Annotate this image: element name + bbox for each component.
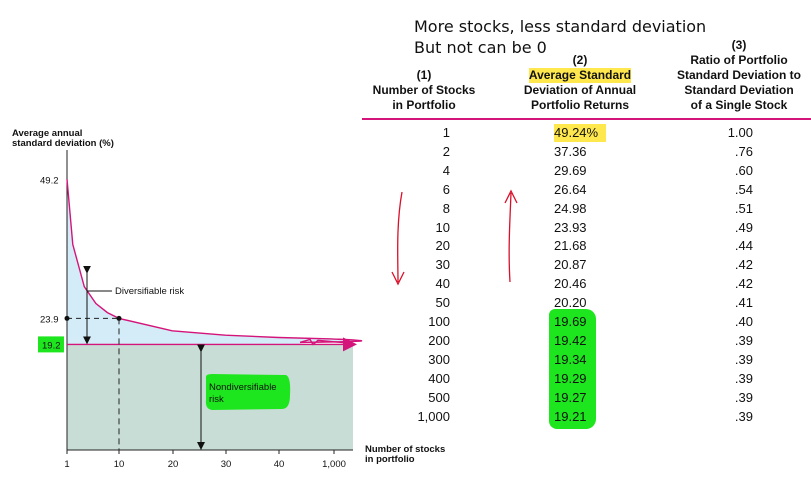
up-arrow-annotation: [508, 192, 512, 283]
annotation-line-1: More stocks, less standard deviation: [414, 17, 707, 36]
table-cell-r4-c3: .51: [734, 200, 753, 216]
table-header-col-3: (3) Ratio of Portfolio Standard Deviatio…: [676, 38, 801, 112]
table-cell-r11-c2: 19.42: [554, 332, 587, 348]
table-cell-r7-c2: 20.87: [554, 257, 587, 273]
y-tick-highlight: [38, 336, 64, 353]
nondiversifiable-highlight: [205, 374, 291, 410]
table-cell-r15-c1: 1,000: [417, 408, 450, 424]
table-cell-r14-c2: 19.27: [554, 389, 587, 405]
table-cell-r5-c1: 10: [435, 219, 450, 235]
table-header-col-2: (2) Average Standard Deviation of Annual…: [523, 53, 637, 112]
table-cell-r12-c2: 19.34: [554, 351, 587, 367]
ref-dot-axis: [64, 315, 70, 321]
table-cell-r7-c3: .42: [734, 257, 753, 273]
y-axis-label-line2: standard deviation (%): [12, 138, 114, 149]
table-cell-r3-c1: 6: [442, 181, 450, 197]
x-tick-label-1: 10: [114, 459, 125, 470]
down-arrow-head: [391, 271, 405, 286]
table-cell-r10-c2: 19.69: [554, 314, 587, 329]
table-cell-r10-c1: 100: [428, 314, 450, 329]
x-axis-label-line1: Number of stocks: [365, 444, 445, 455]
table-cell-r1-c2: 37.36: [554, 143, 587, 159]
nondiversifiable-label-line2: risk: [209, 394, 224, 405]
table-cell-r8-c1: 40: [435, 276, 450, 292]
table-cell-r13-c3: .39: [734, 370, 753, 386]
table-cell-r8-c2: 20.46: [554, 276, 587, 292]
table-cell-r8-c3: .42: [734, 276, 753, 292]
table-cell-r13-c1: 400: [428, 370, 450, 386]
table-cell-r14-c1: 500: [428, 389, 450, 405]
x-tick-label-4: 40: [274, 459, 285, 470]
table-cell-r6-c1: 20: [435, 238, 450, 254]
table-cell-r11-c3: .39: [734, 332, 753, 348]
table-cell-r15-c3: .39: [734, 408, 753, 424]
table-header-rule: [362, 118, 811, 120]
table-cell-r13-c2: 19.29: [554, 370, 587, 386]
y-tick-label-2: 19.2: [42, 340, 61, 351]
table-cell-r2-c2: 29.69: [554, 162, 587, 178]
table-cell-r10-c3: .40: [734, 314, 753, 329]
table-cell-r0-c3: 1.00: [727, 125, 753, 140]
table-cell-r15-c2: 19.21: [554, 408, 587, 424]
x-axis-label-line2: in portfolio: [365, 454, 415, 465]
table-cell-r12-c1: 300: [428, 351, 450, 367]
table-cell-r1-c1: 2: [442, 143, 450, 159]
table-cell-r9-c1: 50: [435, 295, 450, 311]
annotation-line-2: But not can be 0: [414, 38, 547, 57]
down-arrow-annotation: [397, 191, 403, 283]
diversifiable-risk-label: Diversifiable risk: [115, 286, 184, 297]
y-tick-label-0: 49.2: [40, 175, 59, 186]
ref-dot-curve: [116, 315, 122, 321]
table-cell-r0-c2: 49.24%: [554, 124, 606, 142]
x-tick-label-0: 1: [64, 459, 69, 470]
diversifiable-region: [67, 179, 362, 345]
table-cell-r6-c3: .44: [734, 238, 753, 254]
table-cell-r14-c3: .39: [734, 389, 753, 405]
table-cell-r2-c1: 4: [442, 162, 450, 178]
table-cell-r7-c1: 30: [435, 257, 450, 273]
table-cell-r1-c3: .76: [734, 143, 753, 159]
table-cell-r0-c1: 1: [442, 125, 450, 140]
table-cell-r5-c2: 23.93: [554, 219, 587, 235]
table-cell-r12-c3: .39: [734, 351, 753, 367]
table-cell-r6-c2: 21.68: [554, 238, 587, 254]
table-cell-r3-c3: .54: [734, 181, 753, 197]
table-cell-r3-c2: 26.64: [554, 181, 587, 197]
y-tick-label-1: 23.9: [40, 315, 59, 326]
table-header-col-1: (1) Number of Stocks in Portfolio: [372, 68, 476, 112]
table-cell-r9-c2: 20.20: [554, 295, 587, 311]
x-tick-label-3: 30: [221, 459, 232, 470]
table-cell-r2-c3: .60: [734, 162, 753, 178]
x-tick-label-5: 1,000: [322, 459, 346, 470]
table-cell-r11-c1: 200: [428, 332, 450, 348]
table-cell-r4-c1: 8: [442, 200, 450, 216]
highlight-blob-col2: [549, 309, 596, 429]
x-tick-label-2: 20: [168, 459, 179, 470]
y-axis-label-line1: Average annual: [12, 128, 82, 139]
table-cell-r5-c3: .49: [734, 219, 753, 235]
table-cell-r9-c3: .41: [734, 295, 753, 311]
up-arrow-head: [504, 189, 518, 204]
nondiversifiable-label-line1: Nondiversifiable: [209, 382, 277, 393]
table-cell-r4-c2: 24.98: [554, 200, 587, 216]
